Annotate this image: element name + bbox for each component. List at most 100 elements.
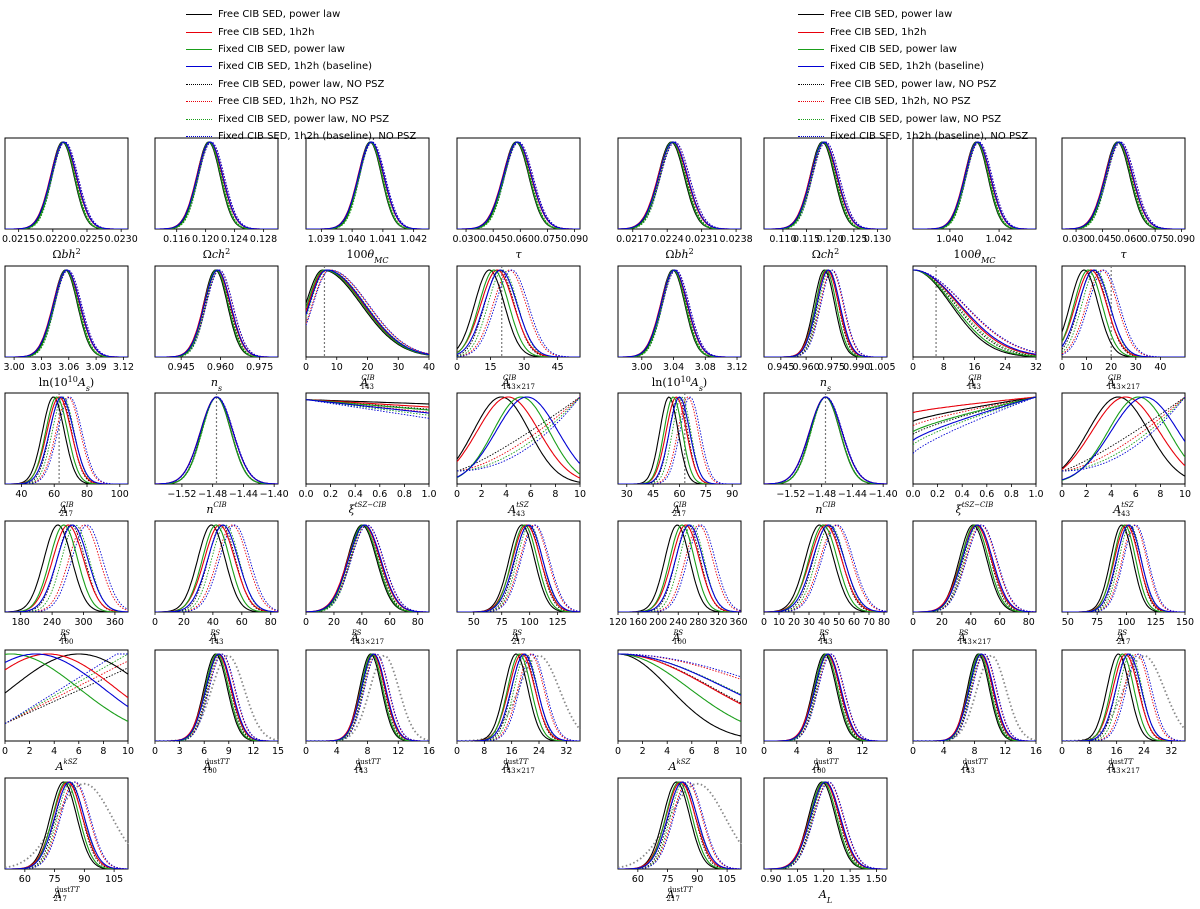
series-curve-nopsz [913,141,1036,229]
x-tick-label: 20 [328,617,340,628]
series-curve [1062,653,1185,741]
x-tick-label: 60 [673,489,685,500]
series-curve [306,524,429,612]
series-curve-nopsz [5,653,128,724]
panel-frame [617,520,742,613]
series-curve [913,269,1036,357]
x-axis-label: 100θMC [954,248,996,265]
x-tick-label: 0 [303,617,309,628]
panel-frame [1061,265,1186,358]
x-tick-label: 60 [48,489,60,500]
x-tick-label: 75 [1091,617,1103,628]
x-axis-label: AdustTT 217 [53,886,81,903]
series-curve-nopsz [155,653,278,741]
series-curve-nopsz [5,269,128,357]
x-tick-label: 8 [941,362,947,373]
x-tick-label: 8 [552,489,558,500]
series-curve-nopsz [913,269,1036,353]
x-tick-label: 0.0224 [651,234,684,245]
series-curve-nopsz [764,524,887,612]
series-curve [618,781,741,869]
series-curve [764,653,887,741]
series-curve [5,524,128,612]
x-tick-label: 50 [468,617,480,628]
x-tick-label: 0.0 [905,489,920,500]
series-curve [457,141,580,229]
x-tick-label: 40 [423,362,435,373]
x-tick-label: 10 [1179,489,1191,500]
series-curve [155,653,278,741]
x-tick-label: 1.042 [985,234,1012,245]
series-curve [306,399,429,414]
legend-swatch [798,31,824,33]
x-tick-label: 45 [647,489,659,500]
series-curve [155,141,278,229]
series-curve [764,524,887,612]
x-tick-label: 0 [761,617,767,628]
x-tick-label: 16 [423,746,435,757]
x-axis-label: nCIB [815,501,835,516]
panel-R9: 30 45 60 75 90 ACIB 217 [617,392,742,518]
panel-L14: 0 20 40 60 80 APS 143 [152,520,279,646]
x-tick-label: 12 [247,746,259,757]
x-tick-label: 3 [177,746,183,757]
series-curve [457,524,580,612]
panel-frame [154,265,279,358]
series-curve-nopsz [913,141,1036,229]
series-curve-nopsz [913,524,1036,612]
legend-entry: Free CIB SED, power law, NO PSZ [798,76,1028,93]
panel-L5: 3.00 3.03 3.06 3.09 3.12 ln(1010As) [4,265,134,393]
panel-frame [617,265,742,358]
legend-entry: Free CIB SED, power law [798,6,1028,23]
series-curve-nopsz [1062,141,1185,229]
x-tick-label: 0 [454,362,460,373]
series-curve [913,141,1036,229]
panel-frame [912,392,1037,485]
series-curve-nopsz [457,524,580,612]
panel-frame [4,137,129,230]
series-curve [457,396,580,478]
x-tick-label: 2 [640,746,646,757]
series-curve-nopsz [1062,653,1185,741]
x-tick-label: 90 [691,874,703,885]
series-curve-nopsz [1062,524,1185,612]
x-tick-label: 0.8 [397,489,412,500]
series-curve-nopsz [306,269,429,355]
x-axis-label: ns [820,376,831,393]
x-tick-label: 3.12 [113,362,134,373]
series-curve-nopsz [457,396,580,472]
series-curve-nopsz [764,653,887,741]
x-axis-label: APS 143 [209,629,224,646]
series-curve [5,269,128,357]
series-curve-nopsz [913,524,1036,612]
legend-swatch [798,14,824,16]
series-curve-nopsz [764,781,887,869]
panel-frame [1061,137,1186,230]
series-curve-nopsz [764,141,887,229]
series-curve-nopsz [764,269,887,357]
x-tick-label: 8 [827,746,833,757]
series-curve [5,269,128,357]
x-tick-label: 0 [454,489,460,500]
panel-R21: 60 75 90 105 AdustTT 217 [617,777,742,903]
x-tick-label: 100 [521,617,539,628]
x-tick-label: 0.0238 [719,234,752,245]
series-curve-nopsz [306,524,429,612]
x-tick-label: 0.960 [793,362,820,373]
legend-swatch [186,14,212,16]
legend-entry: Fixed CIB SED, 1h2h (baseline) [798,58,1028,75]
series-curve [5,141,128,229]
x-tick-label: 0.115 [793,234,820,245]
x-tick-label: 0.945 [168,362,195,373]
x-axis-label: AL [818,888,832,905]
series-curve-nopsz [155,269,278,357]
series-curve-nopsz [155,269,278,357]
x-tick-label: 10 [574,489,586,500]
series-curve-nopsz [306,141,429,229]
series-curve [764,141,887,229]
x-tick-label: 10 [331,362,343,373]
series-curve [155,653,278,741]
x-tick-label: 1.039 [308,234,335,245]
legend-entry: Free CIB SED, power law [186,6,416,23]
panel-L10: −1.52 −1.48 −1.44 −1.40 nCIB [154,392,289,516]
